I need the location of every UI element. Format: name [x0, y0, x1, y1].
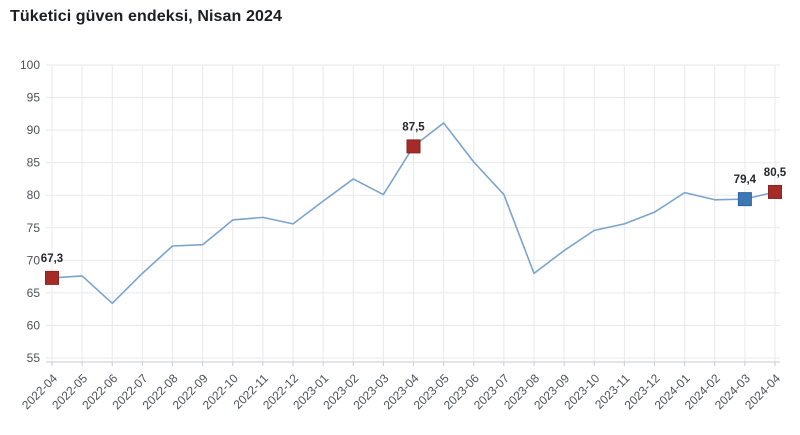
y-tick-label: 70 — [27, 253, 41, 267]
y-tick-label: 80 — [27, 188, 41, 202]
y-tick-label: 90 — [27, 123, 41, 137]
chart-title: Tüketici güven endeksi, Nisan 2024 — [10, 8, 282, 25]
highlight-value-label: 79,4 — [734, 174, 757, 186]
highlight-marker-2024-04 — [768, 184, 782, 199]
highlight-value-label: 80,5 — [764, 167, 787, 179]
highlight-value-label: 87,5 — [402, 121, 425, 133]
highlight-marker-2023-04 — [406, 139, 421, 154]
highlight-marker-2024-03 — [737, 192, 752, 207]
y-tick-label: 85 — [27, 156, 41, 170]
y-tick-label: 65 — [27, 286, 41, 300]
y-tick-label: 95 — [27, 91, 41, 105]
y-tick-label: 100 — [20, 58, 40, 72]
highlight-marker-2022-04 — [45, 270, 59, 285]
y-tick-label: 75 — [27, 221, 41, 235]
y-tick-label: 60 — [27, 318, 41, 332]
y-tick-label: 55 — [27, 351, 41, 365]
highlight-value-label: 67,3 — [41, 253, 63, 265]
